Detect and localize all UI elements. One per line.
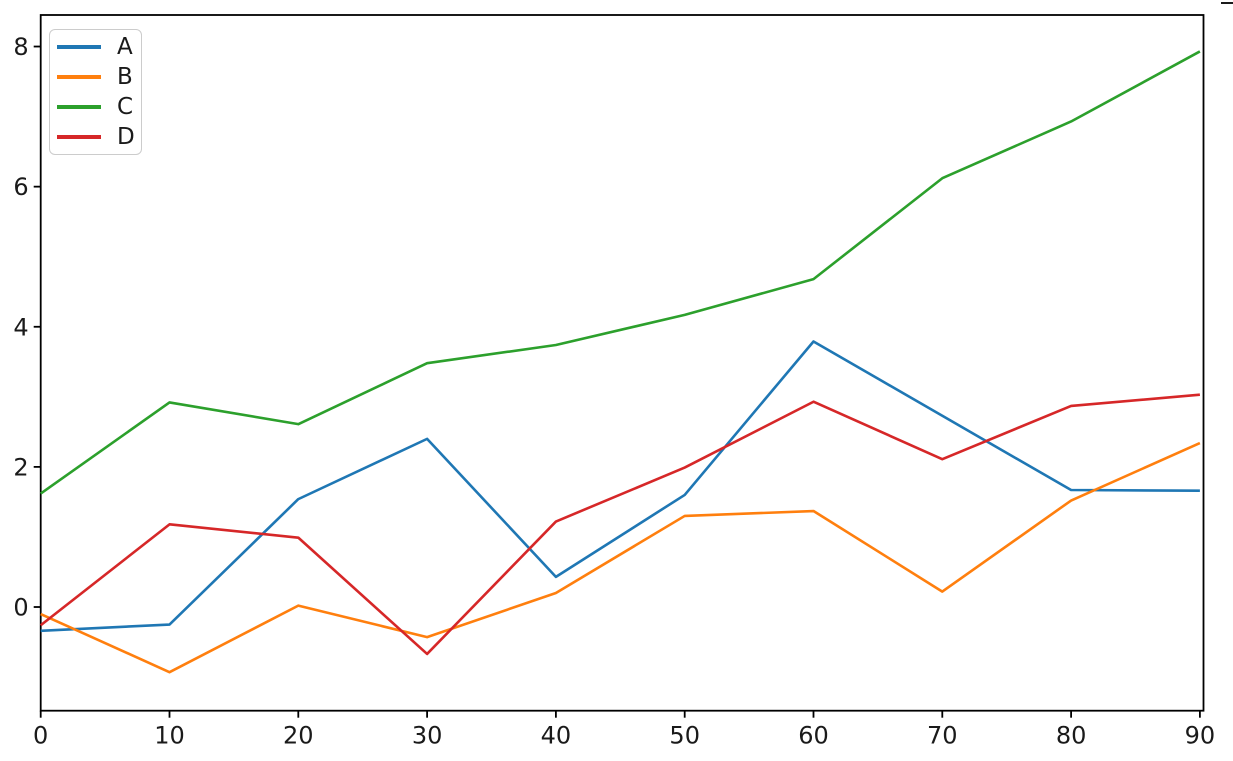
- y-tick-label: 8: [13, 33, 28, 61]
- window-edge-artifact: [1221, 1, 1233, 5]
- y-tick-label: 6: [13, 173, 28, 201]
- x-tick-label: 90: [1185, 722, 1216, 750]
- legend-line-swatch-c: [57, 105, 101, 109]
- legend-label-d: D: [117, 123, 135, 150]
- series-line-a: [40, 340, 1200, 633]
- legend-line-swatch-b: [57, 75, 101, 79]
- x-tick-label: 40: [541, 722, 572, 750]
- legend-label-b: B: [117, 63, 133, 90]
- x-tick-label: 60: [798, 722, 829, 750]
- x-tick-label: 0: [33, 722, 48, 750]
- x-tick-label: 20: [283, 722, 314, 750]
- legend-item: A: [50, 33, 141, 60]
- y-tick-label: 4: [13, 313, 28, 341]
- y-tick-label: 0: [13, 594, 28, 622]
- legend-item: D: [50, 123, 141, 150]
- legend-label-c: C: [117, 93, 134, 120]
- legend-item: C: [50, 93, 141, 120]
- series-line-c: [39, 50, 1201, 495]
- legend-label-a: A: [117, 33, 133, 60]
- x-tick-label: 80: [1056, 722, 1087, 750]
- x-tick-label: 70: [927, 722, 958, 750]
- x-tick-label: 10: [154, 722, 185, 750]
- series-line-b: [40, 441, 1201, 674]
- axes-spines: [39, 14, 1205, 712]
- y-tick-label: 2: [13, 453, 28, 481]
- x-tick-label: 50: [669, 722, 700, 750]
- series-line-d: [39, 393, 1201, 656]
- legend-item: B: [50, 63, 141, 90]
- legend-line-swatch-d: [57, 135, 101, 139]
- legend-line-swatch-a: [57, 45, 101, 49]
- x-tick-label: 30: [412, 722, 443, 750]
- legend: A B C D: [49, 29, 142, 155]
